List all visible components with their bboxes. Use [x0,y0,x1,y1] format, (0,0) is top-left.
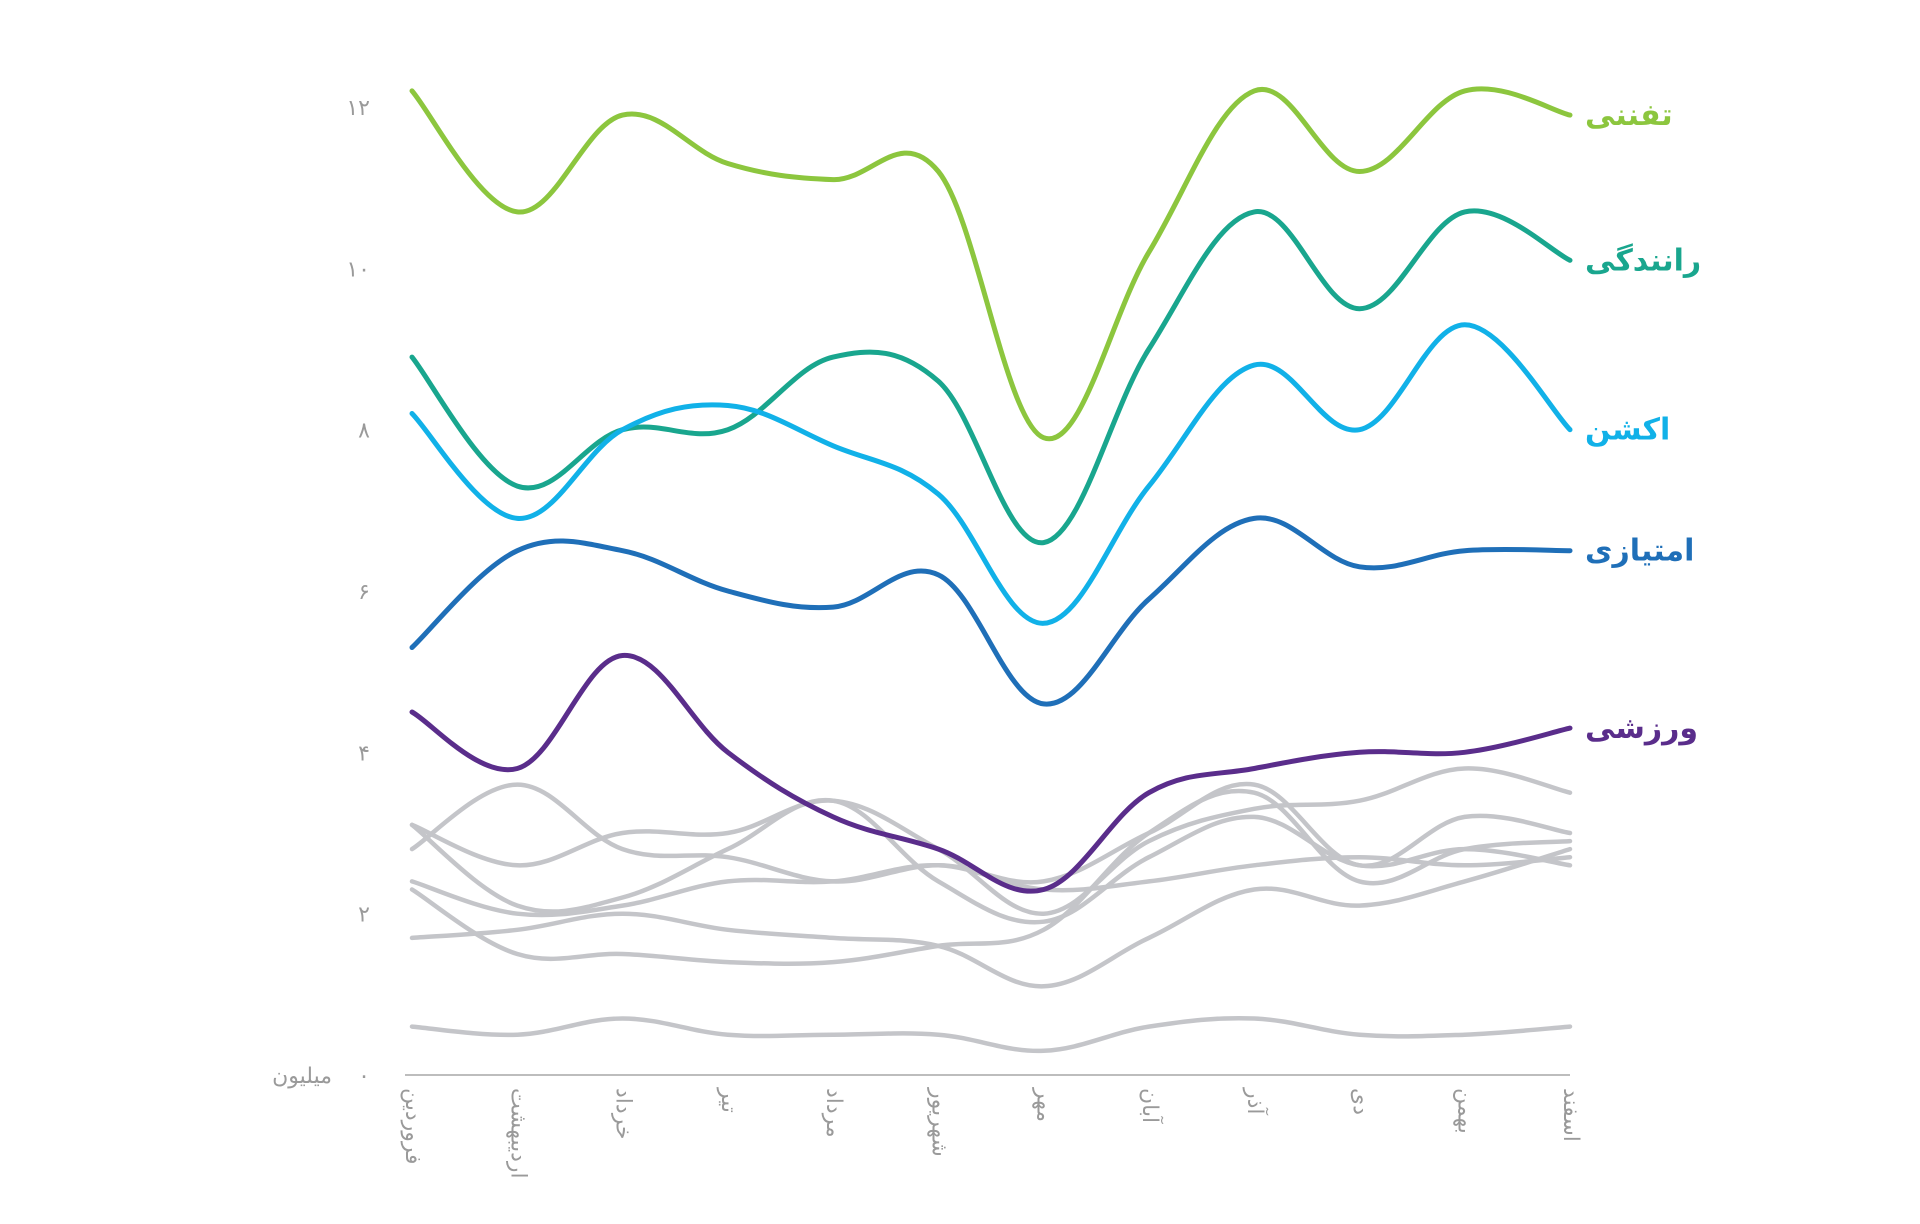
series-label: اکشن [1585,413,1670,448]
x-tick-label: خرداد [611,1088,636,1139]
y-axis: ۰ ۲ ۴ ۶ ۸ ۱۰ ۱۲ [346,96,370,1089]
x-tick-label: دی [1347,1088,1372,1115]
series-label: تفننی [1585,98,1673,133]
series-label: رانندگی [1585,242,1701,278]
series-line-gray [409,846,1573,989]
y-tick-label: ۲ [358,903,370,928]
x-tick-label: آذر [1242,1087,1269,1115]
x-tick-label: اردیبهشت [505,1088,530,1179]
y-axis-unit-label: میلیون [272,1064,332,1089]
series-label: ورزشی [1585,711,1698,746]
series-line-gray [409,766,1573,916]
y-tick-label: ۱۲ [346,96,370,121]
x-axis: فروردین اردیبهشت خرداد تیر مرداد شهریور مهر آبا… [400,1087,1583,1179]
x-tick-label: شهریور [926,1087,951,1157]
series-line-gray [409,1015,1573,1054]
y-tick-label: ۰ [358,1064,370,1089]
series-line [409,86,1573,442]
y-tick-label: ۴ [358,741,370,766]
series-line-gray [409,788,1573,966]
series-line-gray [409,797,1573,925]
x-tick-label: فروردین [400,1088,425,1165]
series-label: امتیازی [1585,534,1694,569]
y-tick-label: ۸ [358,419,370,444]
y-tick-label: ۱۰ [346,257,370,282]
series-line [409,322,1573,626]
series-line [409,515,1573,707]
x-tick-label: بهمن [1453,1088,1478,1134]
series-labels: تفننی رانندگی اکشن امتیازی ورزشی [1585,98,1701,746]
x-tick-label: تیر [716,1087,741,1113]
x-tick-label: مهر [1032,1087,1057,1122]
series-line-gray [409,781,1573,885]
series-lines [409,86,1573,1054]
x-tick-label: اسفند [1558,1088,1583,1142]
series-line [409,208,1573,546]
x-tick-label: مرداد [821,1088,846,1138]
y-tick-label: ۶ [358,580,370,605]
series-line [409,652,1573,894]
x-tick-label: آبان [1137,1088,1164,1124]
